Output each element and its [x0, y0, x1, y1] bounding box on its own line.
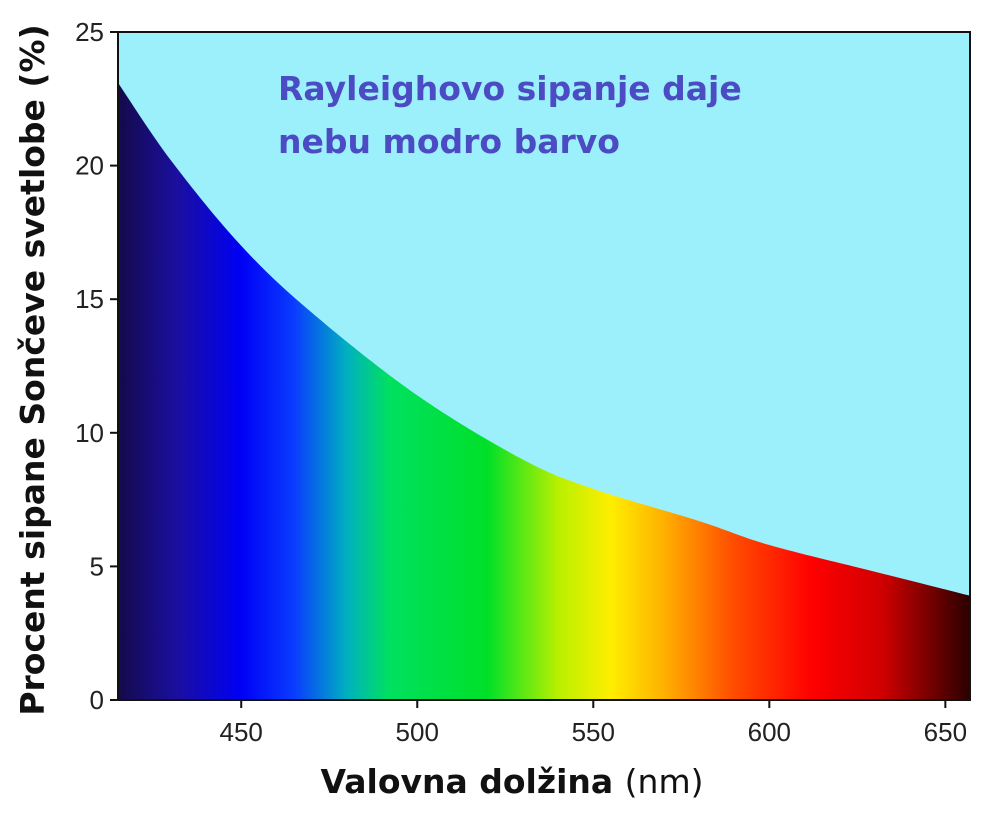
x-tick-label: 600 [748, 717, 791, 747]
y-tick-label: 0 [90, 685, 104, 715]
x-axis-ticks: 450 500 550 600 650 [220, 700, 967, 747]
x-tick-label: 450 [220, 717, 263, 747]
x-axis-title: Valovna dolžina (nm) [321, 762, 704, 801]
y-tick-label: 20 [75, 151, 104, 181]
plot-frame [117, 31, 971, 701]
annotation-line-2: nebu modro barvo [278, 122, 620, 161]
x-tick-label: 650 [924, 717, 967, 747]
x-tick-label: 500 [396, 717, 439, 747]
y-tick-label: 10 [75, 418, 104, 448]
y-axis-ticks: 0 5 10 15 20 25 [75, 17, 118, 715]
y-axis-title: Procent sipane Sončeve svetlobe (%) [13, 24, 52, 715]
scattered-area [118, 82, 970, 700]
x-tick-label: 550 [572, 717, 615, 747]
x-axis-title-text: Valovna dolžina [321, 762, 614, 801]
y-tick-label: 15 [75, 284, 104, 314]
annotation-line-1: Rayleighovo sipanje daje [278, 69, 742, 108]
x-axis-unit: (nm) [625, 762, 704, 801]
y-tick-label: 5 [90, 551, 104, 581]
y-tick-label: 25 [75, 17, 104, 47]
